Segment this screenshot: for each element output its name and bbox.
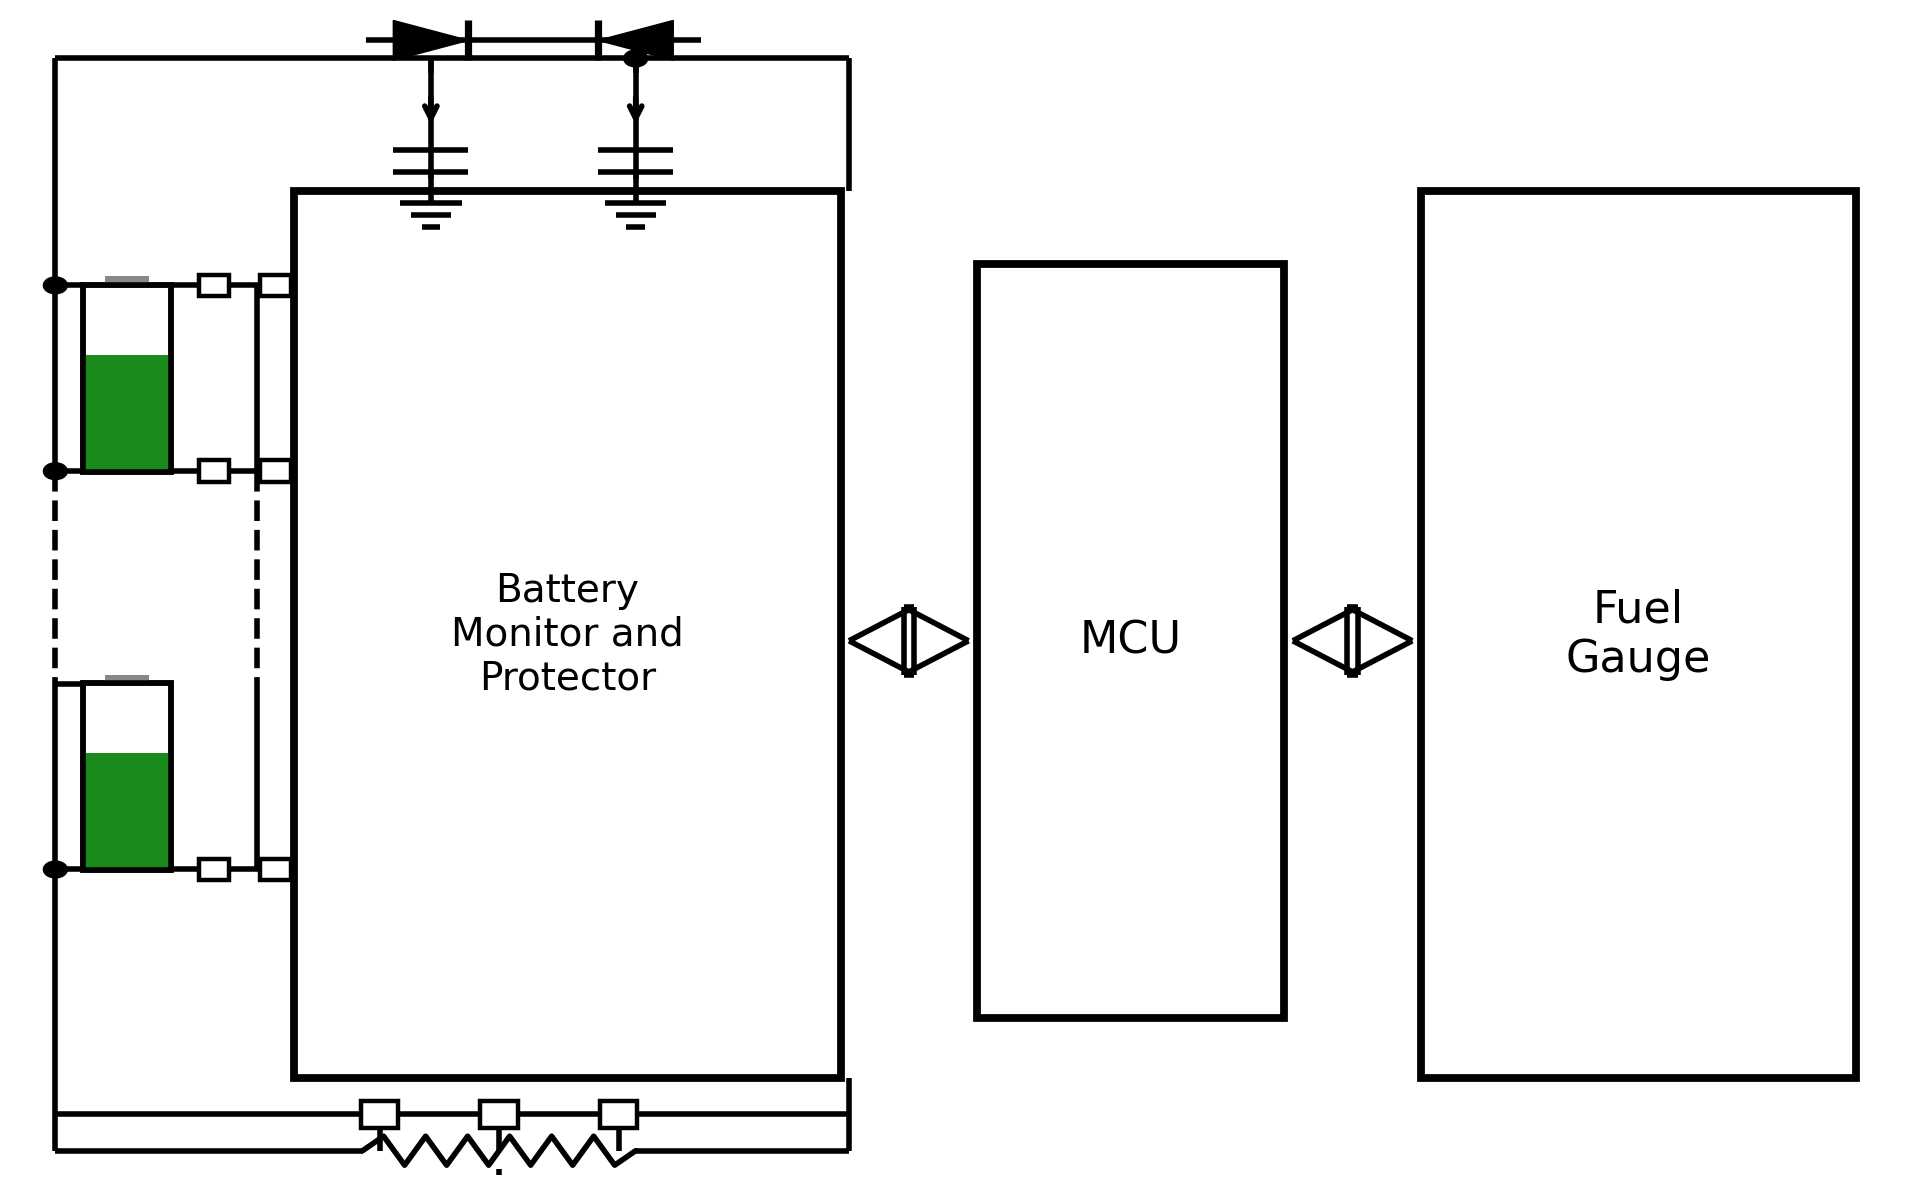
Circle shape	[44, 463, 67, 480]
Circle shape	[624, 50, 647, 67]
Bar	[106, 674, 150, 683]
Bar	[84, 355, 169, 470]
Bar	[294, 191, 841, 1079]
Bar	[977, 264, 1284, 1017]
Bar	[261, 460, 292, 482]
Text: Fuel
Gauge: Fuel Gauge	[1567, 588, 1711, 681]
Bar	[261, 858, 292, 881]
Bar	[83, 285, 171, 472]
Circle shape	[44, 861, 67, 878]
Bar	[83, 683, 171, 870]
Bar	[83, 683, 171, 870]
Bar	[200, 858, 230, 881]
Bar	[200, 460, 230, 482]
Bar	[106, 276, 150, 285]
Bar	[83, 285, 171, 472]
Bar	[599, 1101, 637, 1128]
Text: MCU: MCU	[1079, 619, 1181, 663]
Bar	[200, 275, 230, 296]
Bar	[261, 275, 292, 296]
Bar	[1421, 191, 1857, 1079]
Polygon shape	[599, 20, 674, 60]
Bar	[480, 1101, 518, 1128]
Bar	[84, 753, 169, 869]
Bar	[361, 1101, 399, 1128]
Text: Battery
Monitor and
Protector: Battery Monitor and Protector	[451, 572, 684, 698]
Polygon shape	[394, 20, 468, 60]
Circle shape	[44, 277, 67, 294]
